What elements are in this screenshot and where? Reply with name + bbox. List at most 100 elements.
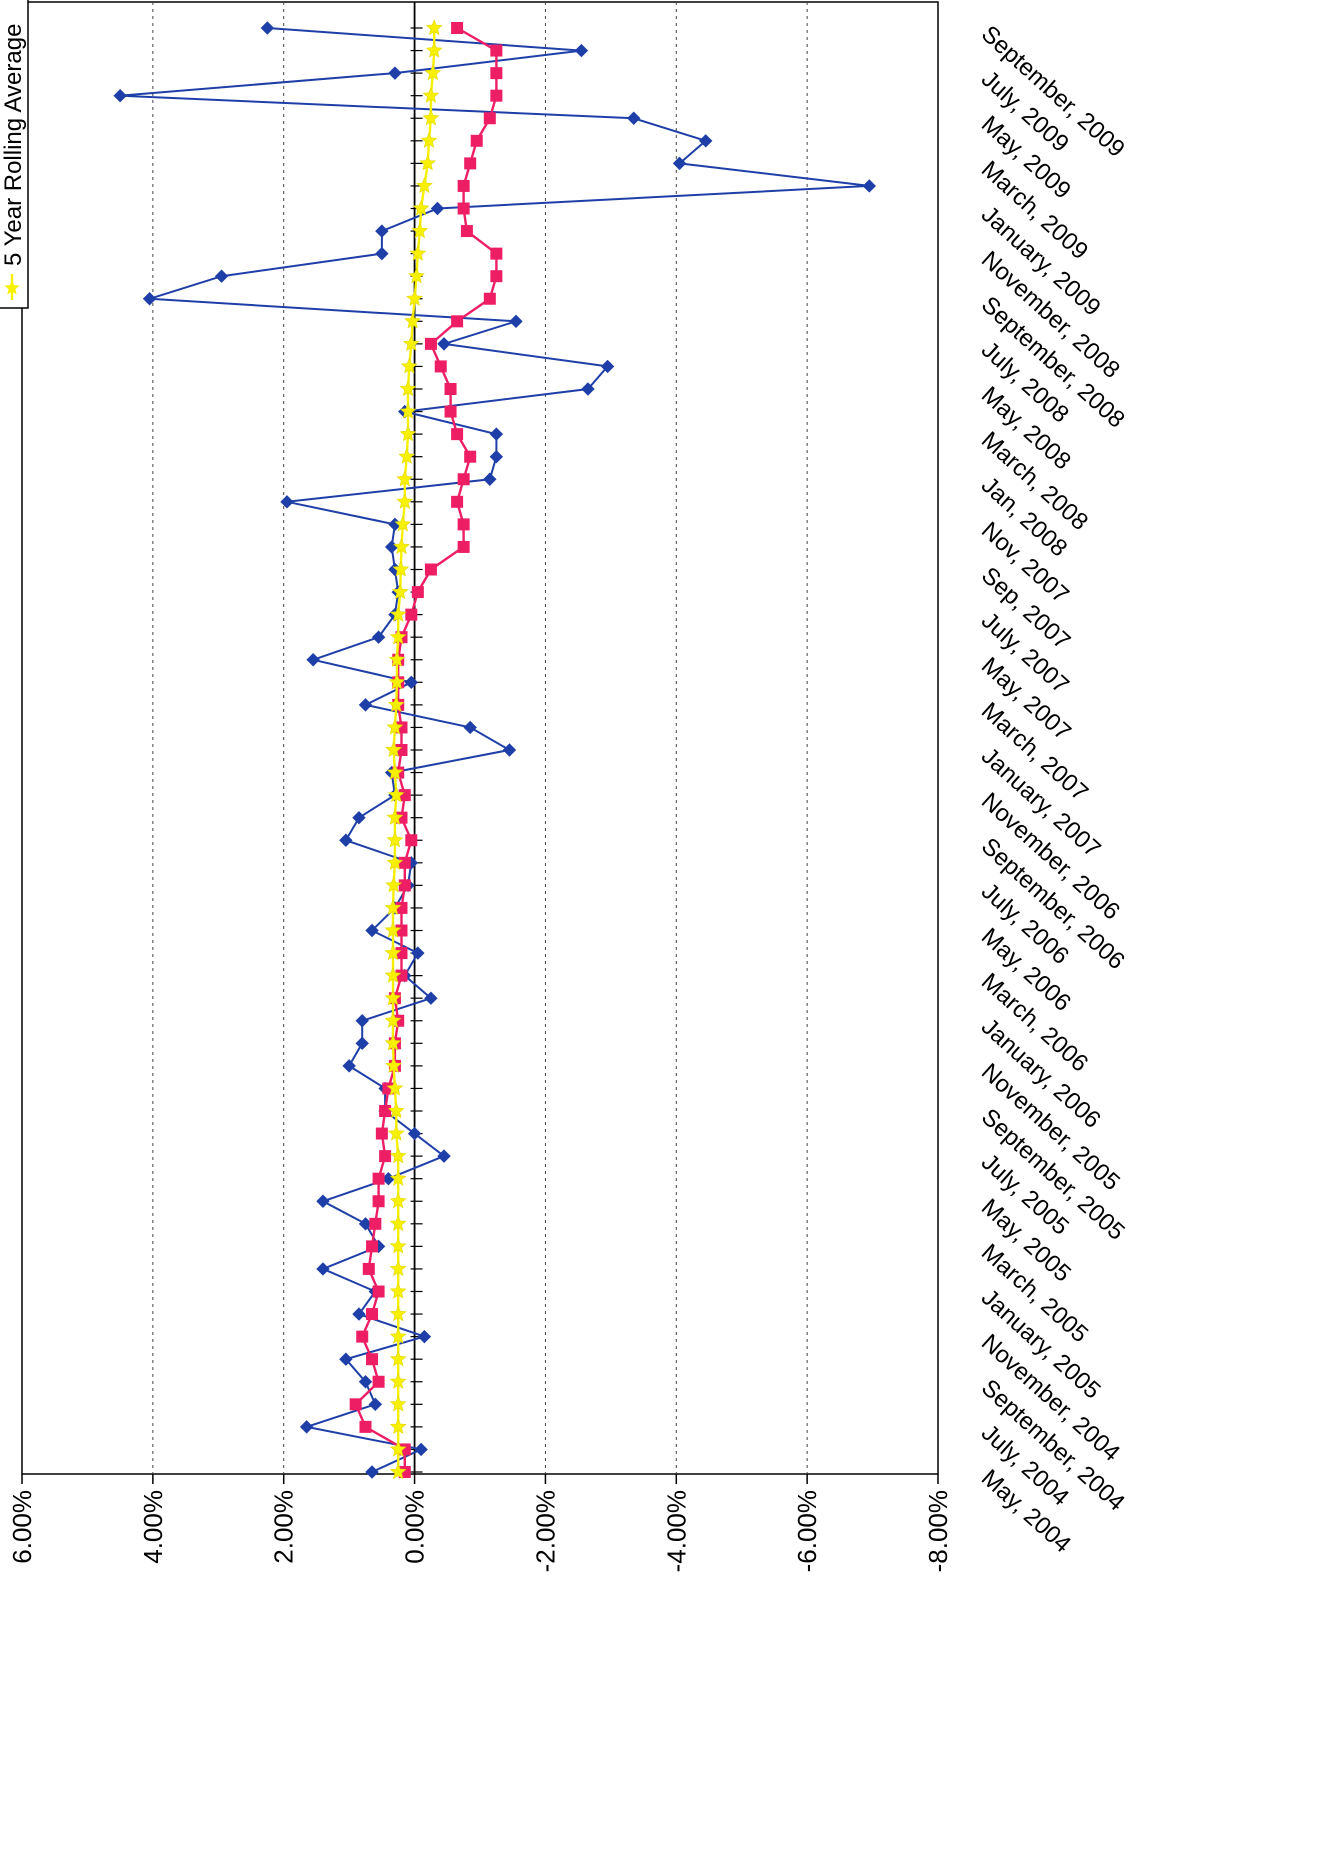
data-point <box>396 470 414 487</box>
value-tick-label: 0.00% <box>400 1490 430 1564</box>
data-point <box>862 179 877 193</box>
data-point <box>386 1079 404 1096</box>
data-point <box>483 472 497 486</box>
data-point <box>372 1285 385 1298</box>
legend-label: 5 Year Rolling Average <box>0 24 27 266</box>
data-point <box>699 134 713 148</box>
data-point <box>352 810 366 825</box>
data-point <box>395 924 408 937</box>
data-point <box>339 1352 353 1366</box>
data-point <box>391 583 409 600</box>
data-point <box>355 1014 369 1028</box>
data-point <box>355 1036 369 1051</box>
value-tick-label: -8.00% <box>923 1490 953 1572</box>
data-point <box>425 19 443 36</box>
data-point <box>366 1240 379 1253</box>
data-point <box>389 1395 407 1412</box>
data-point <box>404 312 421 329</box>
data-point <box>489 427 504 441</box>
data-point <box>422 109 440 126</box>
data-point <box>424 991 438 1005</box>
data-point <box>398 856 411 869</box>
data-point <box>379 1105 392 1117</box>
data-point <box>464 450 477 463</box>
data-point <box>672 156 687 171</box>
data-point <box>393 538 410 555</box>
data-point <box>384 1012 402 1028</box>
data-point <box>437 337 451 351</box>
data-point <box>365 923 379 938</box>
data-point <box>372 1172 385 1185</box>
data-point <box>389 1418 407 1434</box>
data-point <box>407 1126 422 1141</box>
data-point <box>349 1398 362 1411</box>
data-point <box>385 876 402 893</box>
data-point <box>389 1192 407 1209</box>
data-point <box>490 44 503 57</box>
data-point <box>451 22 464 34</box>
data-point <box>386 718 404 735</box>
data-point <box>581 382 595 396</box>
data-point <box>260 21 275 35</box>
data-point <box>457 518 470 531</box>
data-point <box>362 1262 375 1275</box>
value-tick-label: 2.00% <box>269 1490 299 1564</box>
data-point <box>399 425 417 442</box>
data-point <box>306 653 320 667</box>
data-point <box>444 383 457 395</box>
series-rolling <box>384 19 443 1480</box>
data-point <box>389 1147 407 1164</box>
data-point <box>339 833 353 847</box>
data-point <box>369 1217 382 1230</box>
data-point <box>437 1149 451 1163</box>
data-point <box>389 1215 407 1231</box>
data-point <box>399 402 417 419</box>
data-point <box>375 246 389 261</box>
data-point <box>464 157 477 170</box>
data-point <box>299 1420 314 1434</box>
data-point <box>389 1463 407 1480</box>
data-point <box>419 154 437 171</box>
data-point <box>387 1102 405 1119</box>
data-point <box>398 789 411 802</box>
data-point <box>400 357 418 374</box>
data-point <box>502 743 517 757</box>
data-point <box>280 495 294 509</box>
data-point <box>395 901 408 914</box>
data-point <box>372 1195 385 1208</box>
data-point <box>388 651 406 667</box>
data-point <box>490 270 503 283</box>
data-point <box>387 786 405 803</box>
data-point <box>375 224 389 238</box>
data-point <box>142 292 157 306</box>
data-point <box>394 515 412 532</box>
data-point <box>359 1420 372 1433</box>
data-point <box>399 380 417 397</box>
data-point <box>411 946 425 960</box>
data-point <box>384 989 402 1006</box>
data-point <box>342 1059 356 1073</box>
data-point <box>463 720 477 735</box>
data-point <box>371 630 386 644</box>
value-tick-label: 6.00% <box>7 1490 37 1564</box>
data-point <box>414 1442 428 1457</box>
data-point <box>460 225 473 238</box>
data-point <box>386 854 404 870</box>
value-tick-label: 4.00% <box>138 1490 168 1564</box>
plot-area <box>21 1 939 1475</box>
data-point <box>451 315 464 328</box>
data-point <box>388 66 402 80</box>
data-point <box>398 447 416 464</box>
data-point <box>600 359 615 374</box>
data-point <box>424 563 437 576</box>
data-point <box>387 696 405 712</box>
data-point <box>389 1440 407 1457</box>
data-point <box>404 675 419 690</box>
data-point <box>384 1034 402 1051</box>
data-point <box>483 112 496 125</box>
data-point <box>416 177 433 194</box>
data-point <box>457 540 470 553</box>
data-point <box>405 834 418 847</box>
